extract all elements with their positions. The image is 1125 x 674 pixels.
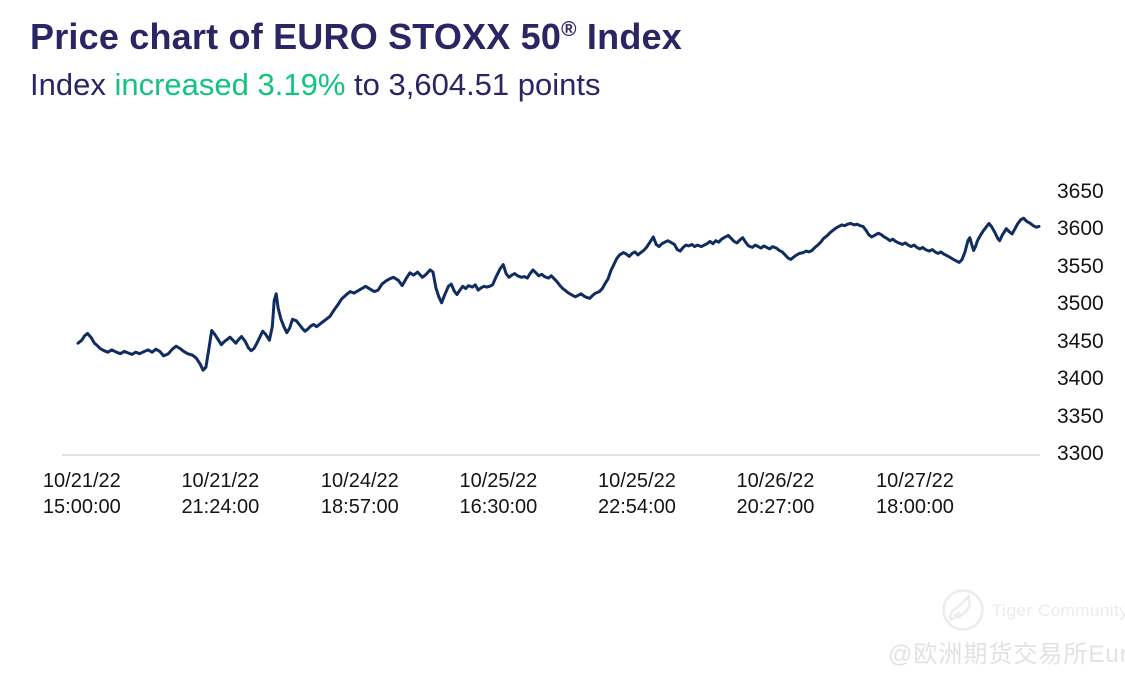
registered-trademark-symbol: ® — [561, 18, 577, 41]
x-axis-tick-label: 10/21/22 15:00:00 — [12, 468, 152, 520]
x-axis-tick-label: 10/21/22 21:24:00 — [150, 468, 290, 520]
watermark-account-handle: @欧洲期货交易所Eurex — [888, 641, 1125, 668]
y-axis-tick-label: 3400 — [1057, 367, 1104, 391]
subtitle-change-percent: increased 3.19% — [114, 67, 346, 102]
watermark-community-name: Tiger Community — [992, 601, 1125, 620]
price-line-series — [76, 216, 1041, 372]
x-axis-tick-label: 10/26/22 20:27:00 — [705, 468, 845, 520]
title-text: Price chart of EURO STOXX 50 — [30, 16, 562, 57]
subtitle-points-value: to 3,604.51 points — [354, 67, 601, 102]
y-axis-tick-label: 3650 — [1057, 180, 1104, 203]
tick-date: 10/25/22 — [597, 470, 676, 492]
tick-time: 15:00:00 — [42, 496, 121, 518]
tick-date: 10/24/22 — [320, 470, 399, 492]
chart-header: Price chart of EURO STOXX 50® Index Inde… — [30, 14, 682, 103]
title-suffix: Index — [576, 16, 682, 57]
x-axis-tick-label: 10/25/22 22:54:00 — [567, 468, 707, 520]
tick-time: 18:00:00 — [876, 496, 954, 518]
tick-time: 18:57:00 — [320, 496, 399, 518]
tick-time: 22:54:00 — [597, 496, 676, 518]
tick-date: 10/25/22 — [459, 470, 538, 492]
y-axis-tick-label: 3600 — [1057, 217, 1104, 241]
chart-subtitle: Index increased 3.19% to 3,604.51 points — [30, 67, 682, 103]
tiger-community-logo-icon — [942, 589, 984, 631]
subtitle-lead: Index — [30, 67, 106, 102]
tick-date: 10/27/22 — [876, 470, 954, 492]
y-axis-tick-label: 3350 — [1057, 404, 1104, 428]
tick-date: 10/21/22 — [42, 470, 121, 492]
tick-date: 10/26/22 — [736, 470, 815, 492]
y-axis-tick-label: 3450 — [1057, 329, 1104, 353]
y-axis-tick-label: 3550 — [1057, 254, 1104, 278]
tick-time: 16:30:00 — [459, 496, 538, 518]
y-axis-tick-label: 3300 — [1057, 442, 1104, 465]
tick-date: 10/21/22 — [181, 470, 260, 492]
tick-time: 21:24:00 — [181, 496, 260, 518]
x-axis-tick-label: 10/25/22 16:30:00 — [428, 468, 568, 520]
page-title: Price chart of EURO STOXX 50® Index — [30, 14, 682, 59]
x-axis-tick-label: 10/27/22 18:00:00 — [845, 468, 985, 520]
y-axis-tick-label: 3500 — [1057, 292, 1104, 316]
x-axis-tick-label: 10/24/22 18:57:00 — [290, 468, 430, 520]
tick-time: 20:27:00 — [736, 496, 815, 518]
